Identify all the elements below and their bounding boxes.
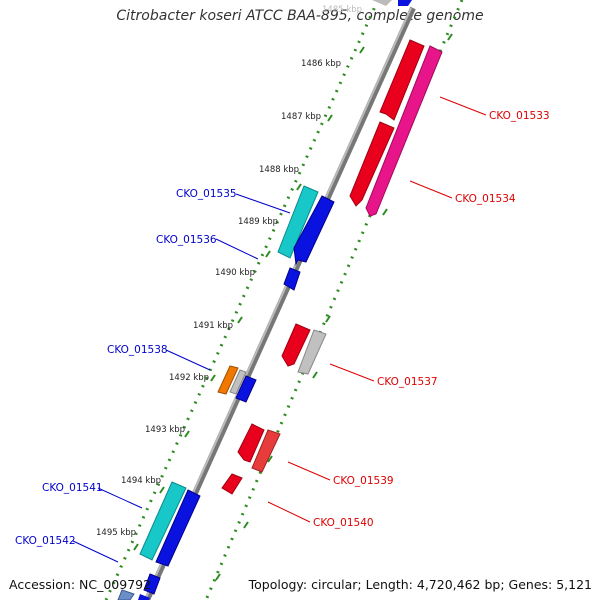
scale-label-partial: 1485 kbp bbox=[322, 5, 362, 15]
gene-CKO_01535[interactable] bbox=[277, 185, 319, 259]
gene-label-CKO_01533[interactable]: CKO_01533 bbox=[489, 110, 550, 122]
scale-label: 1494 kbp bbox=[121, 476, 161, 486]
scale-label: 1487 kbp bbox=[281, 112, 321, 122]
gene-label-CKO_01538[interactable]: CKO_01538 bbox=[107, 344, 168, 356]
gc-track-inner bbox=[104, 0, 380, 600]
gene-CKO_01540[interactable] bbox=[221, 473, 243, 495]
gene-CKO_01538[interactable] bbox=[217, 365, 257, 403]
scale-label: 1493 kbp bbox=[145, 425, 185, 435]
scale-labels: 1485 kbp 1486 kbp 1487 kbp 1488 kbp 1489… bbox=[96, 5, 362, 538]
scale-label: 1492 kbp bbox=[169, 373, 209, 383]
partial-feature-top bbox=[372, 0, 392, 6]
topology-text: Topology: circular; Length: 4,720,462 bp… bbox=[248, 577, 592, 592]
scale-label: 1489 kbp bbox=[238, 217, 278, 227]
gene-labels: CKO_01533 CKO_01534 CKO_01535 CKO_01536 … bbox=[15, 110, 550, 547]
gene-CKO_01533[interactable] bbox=[349, 39, 425, 207]
scale-label: 1488 kbp bbox=[259, 165, 299, 175]
gene-label-CKO_01542[interactable]: CKO_01542 bbox=[15, 535, 76, 547]
gene-CKO_01536[interactable] bbox=[283, 195, 335, 291]
accession-text: Accession: NC_009792 bbox=[9, 577, 152, 592]
gene-label-CKO_01535[interactable]: CKO_01535 bbox=[176, 188, 237, 200]
scale-label: 1491 kbp bbox=[193, 321, 233, 331]
gene-label-CKO_01536[interactable]: CKO_01536 bbox=[156, 234, 217, 246]
partial-feature-top-blue bbox=[398, 0, 412, 6]
gene-label-CKO_01534[interactable]: CKO_01534 bbox=[455, 193, 516, 205]
gene-CKO_01541[interactable] bbox=[139, 481, 187, 561]
tick-marks bbox=[133, 33, 453, 581]
scale-label: 1486 kbp bbox=[301, 59, 341, 69]
gene-CKO_01534[interactable] bbox=[365, 45, 443, 217]
gene-CKO_01539[interactable] bbox=[237, 423, 281, 473]
gene-CKO_01542[interactable] bbox=[117, 489, 201, 600]
gene-label-CKO_01539[interactable]: CKO_01539 bbox=[333, 475, 394, 487]
gene-label-CKO_01540[interactable]: CKO_01540 bbox=[313, 517, 374, 529]
gene-leader-lines bbox=[72, 96, 487, 563]
gene-CKO_01537[interactable] bbox=[281, 323, 327, 375]
scale-label: 1490 kbp bbox=[215, 268, 255, 278]
gene-label-CKO_01541[interactable]: CKO_01541 bbox=[42, 482, 103, 494]
map-title: Citrobacter koseri ATCC BAA-895, complet… bbox=[116, 8, 484, 24]
gene-label-CKO_01537[interactable]: CKO_01537 bbox=[377, 376, 438, 388]
scale-label: 1495 kbp bbox=[96, 528, 136, 538]
